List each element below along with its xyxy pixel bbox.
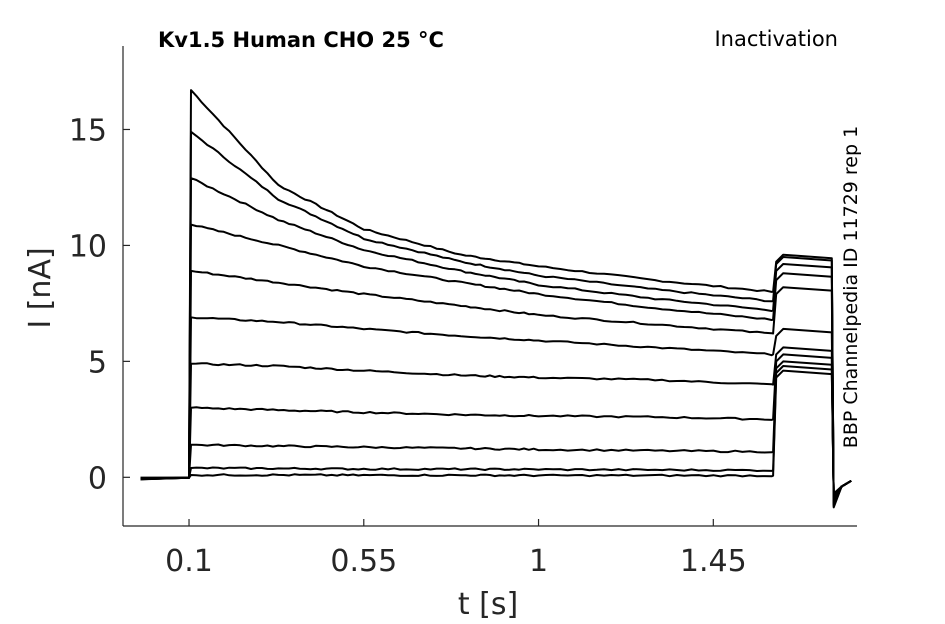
x-axis-ticks: 0.1 0.55 1 1.45	[165, 519, 747, 579]
current-trace-line	[140, 369, 852, 495]
current-trace-line	[140, 269, 852, 503]
y-tick-label: 5	[88, 345, 107, 380]
chart-title: Kv1.5 Human CHO 25 °C	[158, 28, 444, 52]
current-trace-line	[140, 177, 852, 506]
y-axis-ticks: 0 5 10 15	[69, 113, 130, 496]
source-annotation: BBP Channelpedia ID 11729 rep 1	[840, 126, 862, 448]
y-axis-label: I [nA]	[23, 247, 58, 328]
current-trace-line	[140, 365, 852, 496]
y-tick-label: 10	[69, 229, 107, 264]
current-trace-line	[140, 346, 852, 501]
x-tick-label: 1	[529, 544, 548, 579]
x-tick-label: 0.55	[330, 544, 397, 579]
current-trace-line	[140, 223, 852, 505]
current-trace-line	[140, 89, 852, 509]
current-trace-line	[140, 316, 852, 502]
y-tick-label: 0	[88, 461, 107, 496]
y-tick-label: 15	[69, 113, 107, 148]
x-tick-label: 0.1	[165, 544, 213, 579]
current-trace-line	[140, 130, 852, 508]
trace-group	[140, 89, 852, 509]
current-trace-line	[140, 360, 852, 498]
x-tick-label: 1.45	[680, 544, 747, 579]
x-axis-label: t [s]	[458, 587, 518, 622]
protocol-label: Inactivation	[714, 27, 838, 51]
current-trace-line	[140, 353, 852, 499]
